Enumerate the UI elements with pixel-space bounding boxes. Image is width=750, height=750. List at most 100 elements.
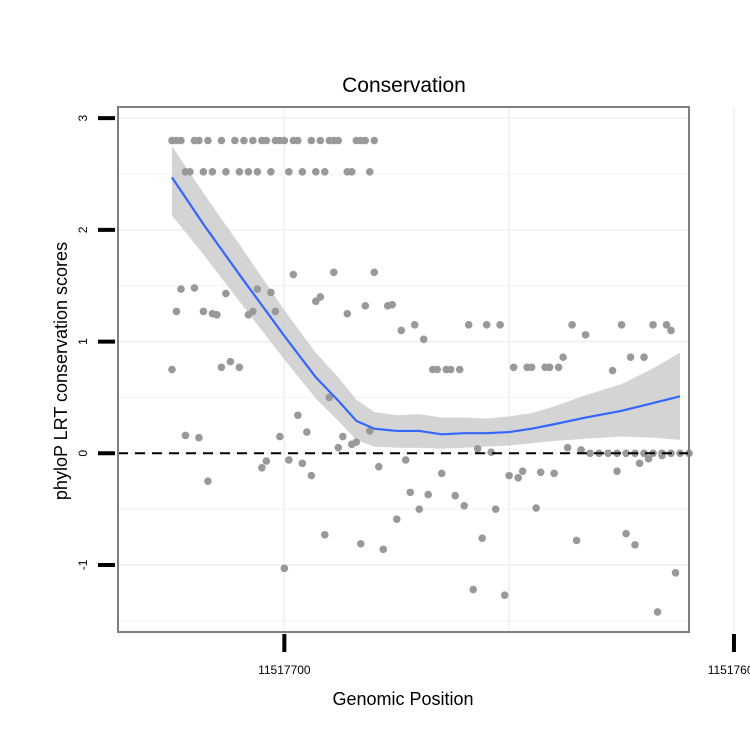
data-point	[347, 167, 356, 176]
gridlines	[118, 107, 735, 632]
data-point	[532, 504, 540, 512]
data-point	[226, 357, 235, 366]
data-point	[478, 534, 486, 542]
data-point	[280, 136, 289, 145]
y-tick-label: 1	[76, 338, 90, 345]
data-point	[379, 545, 388, 554]
data-point	[294, 136, 302, 145]
data-point	[536, 468, 545, 477]
data-point	[617, 321, 626, 329]
data-point	[487, 448, 495, 456]
y-tick-label: 0	[76, 450, 90, 457]
data-point	[249, 136, 257, 145]
data-point	[258, 463, 266, 472]
data-point	[190, 284, 199, 292]
data-point	[199, 307, 208, 316]
data-point	[303, 428, 311, 436]
y-tick-label: 3	[76, 115, 90, 122]
data-point	[267, 167, 275, 176]
data-point	[334, 136, 343, 145]
data-point	[631, 541, 639, 549]
data-point	[622, 449, 630, 458]
data-point	[321, 531, 329, 539]
data-point	[401, 456, 410, 464]
data-point	[482, 321, 491, 329]
data-point	[460, 501, 468, 510]
data-point	[604, 449, 612, 458]
data-point	[204, 477, 212, 486]
data-point	[316, 293, 325, 301]
data-point	[392, 515, 401, 523]
data-point	[640, 449, 648, 458]
data-point	[415, 505, 424, 513]
data-point	[208, 167, 217, 176]
y-tick-label: -1	[76, 559, 90, 570]
data-point	[469, 585, 477, 594]
data-point	[195, 136, 203, 145]
data-point	[563, 443, 572, 452]
data-point	[437, 469, 446, 478]
data-point	[572, 536, 581, 545]
data-point	[316, 136, 325, 145]
data-point	[608, 366, 617, 375]
data-point	[635, 459, 644, 468]
data-point	[581, 331, 590, 339]
y-tick-label: 2	[76, 226, 90, 233]
data-point	[514, 474, 522, 482]
data-point	[455, 365, 464, 374]
data-point	[550, 469, 558, 478]
data-point	[276, 432, 284, 441]
data-point	[307, 136, 316, 145]
data-point	[568, 321, 576, 329]
data-point	[172, 307, 181, 316]
data-point	[235, 363, 244, 372]
smooth-line	[171, 176, 681, 436]
data-point	[640, 353, 648, 362]
data-point	[195, 433, 203, 442]
data-point	[626, 353, 635, 362]
data-point	[527, 363, 536, 372]
y-axis-label: phyloP LRT conservation scores	[51, 242, 71, 500]
data-point	[370, 136, 379, 145]
data-point	[667, 326, 675, 335]
data-point	[262, 136, 271, 145]
data-point	[298, 459, 307, 468]
data-point	[199, 167, 208, 176]
x-tick-label: 11517700	[258, 663, 311, 677]
data-point	[518, 467, 527, 475]
data-point	[649, 321, 657, 329]
data-point	[644, 455, 653, 463]
data-point	[253, 285, 262, 293]
data-point	[307, 471, 316, 480]
data-point	[343, 309, 352, 318]
scatter-points	[168, 136, 693, 616]
confidence-ribbon-group	[171, 146, 681, 449]
data-point	[249, 307, 257, 316]
data-point	[222, 167, 230, 176]
data-point	[496, 321, 504, 329]
data-point	[559, 353, 567, 362]
data-point	[491, 505, 500, 513]
data-point	[334, 443, 343, 452]
data-point	[177, 136, 185, 145]
data-point	[451, 491, 460, 500]
data-point	[325, 393, 334, 402]
data-point	[505, 471, 513, 480]
data-point	[577, 446, 585, 454]
data-point	[181, 431, 190, 440]
data-point	[586, 449, 594, 458]
plot-panel-border	[117, 106, 690, 633]
data-point	[509, 363, 518, 372]
data-point	[352, 438, 361, 446]
data-point	[312, 167, 320, 176]
x-tick-label: 11517600	[708, 663, 750, 677]
data-point	[294, 411, 302, 420]
x-axis-label: Genomic Position	[332, 689, 473, 709]
confidence-ribbon	[171, 146, 681, 449]
data-point	[285, 167, 293, 176]
data-point	[298, 167, 307, 176]
data-point	[446, 365, 455, 374]
data-point	[365, 167, 374, 176]
data-point	[217, 136, 226, 145]
